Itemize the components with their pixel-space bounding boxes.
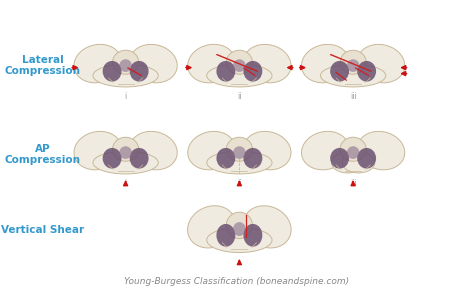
Ellipse shape <box>207 64 272 87</box>
Ellipse shape <box>217 148 235 168</box>
Ellipse shape <box>342 152 375 173</box>
Ellipse shape <box>112 50 139 74</box>
Ellipse shape <box>112 137 139 161</box>
Text: Vertical Shear: Vertical Shear <box>1 225 84 235</box>
Polygon shape <box>357 131 405 170</box>
Ellipse shape <box>233 222 246 236</box>
Ellipse shape <box>340 137 366 161</box>
Ellipse shape <box>226 212 253 239</box>
Text: i: i <box>125 92 127 101</box>
Ellipse shape <box>207 228 272 253</box>
Polygon shape <box>130 131 177 170</box>
Ellipse shape <box>93 64 158 87</box>
Ellipse shape <box>233 146 246 159</box>
Polygon shape <box>301 44 349 83</box>
Polygon shape <box>188 44 235 83</box>
Ellipse shape <box>331 152 364 173</box>
Ellipse shape <box>103 61 121 81</box>
Ellipse shape <box>226 50 253 74</box>
Ellipse shape <box>130 148 148 168</box>
Ellipse shape <box>207 151 272 174</box>
Ellipse shape <box>347 59 359 72</box>
Polygon shape <box>188 131 235 170</box>
Ellipse shape <box>217 61 235 81</box>
Text: AP
Compression: AP Compression <box>5 144 81 165</box>
Ellipse shape <box>357 61 376 81</box>
Ellipse shape <box>330 61 349 81</box>
Ellipse shape <box>130 61 148 81</box>
Ellipse shape <box>340 50 366 74</box>
Polygon shape <box>74 44 121 83</box>
Ellipse shape <box>226 137 253 161</box>
Ellipse shape <box>119 146 132 159</box>
Ellipse shape <box>244 61 262 81</box>
Ellipse shape <box>244 224 262 247</box>
Ellipse shape <box>119 59 132 72</box>
Ellipse shape <box>244 148 262 168</box>
Polygon shape <box>301 131 349 170</box>
Ellipse shape <box>357 148 376 168</box>
Polygon shape <box>357 44 405 83</box>
Text: Lateral
Compression: Lateral Compression <box>5 55 81 76</box>
Text: ii: ii <box>237 179 242 188</box>
Text: iii: iii <box>350 92 356 101</box>
Ellipse shape <box>103 148 121 168</box>
Polygon shape <box>130 44 177 83</box>
Ellipse shape <box>347 146 359 159</box>
Text: iii: iii <box>350 179 356 188</box>
Ellipse shape <box>217 224 235 247</box>
Text: ii: ii <box>237 92 242 101</box>
Ellipse shape <box>93 151 158 174</box>
Polygon shape <box>188 206 235 248</box>
Ellipse shape <box>233 59 246 72</box>
Ellipse shape <box>330 148 349 168</box>
Polygon shape <box>74 131 121 170</box>
Polygon shape <box>244 206 291 248</box>
Polygon shape <box>244 44 291 83</box>
Text: Young-Burgess Classification (boneandspine.com): Young-Burgess Classification (boneandspi… <box>125 277 349 286</box>
Text: i: i <box>125 179 127 188</box>
Polygon shape <box>244 131 291 170</box>
Ellipse shape <box>320 64 386 87</box>
